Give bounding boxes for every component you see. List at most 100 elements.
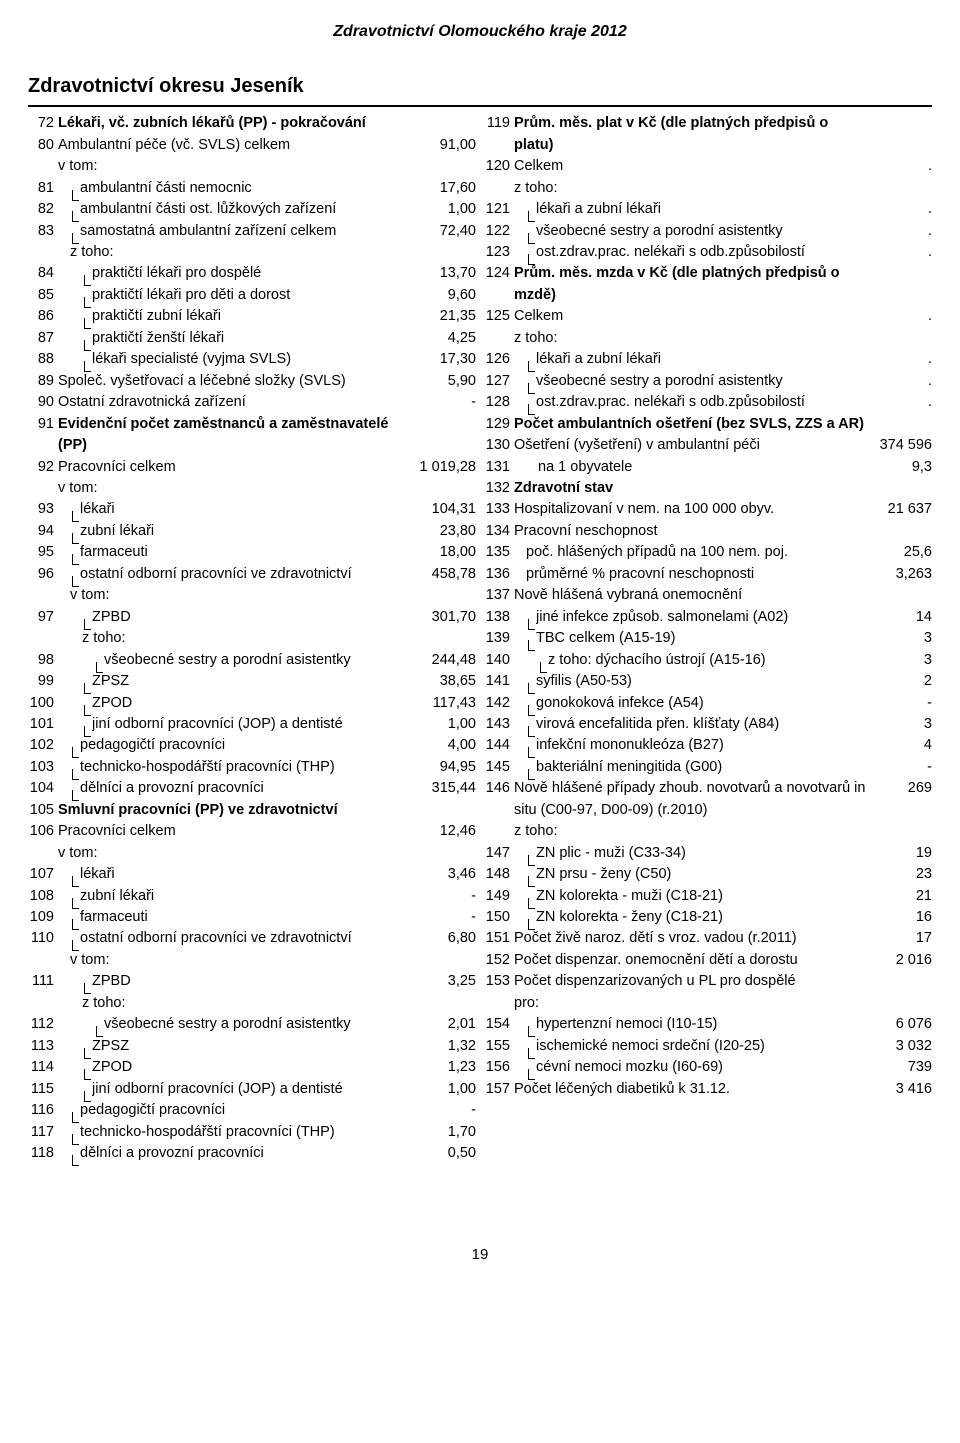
row-value: . [872,221,932,242]
row-number: 144 [484,735,514,756]
row-value: 23,80 [416,521,476,542]
data-row: 156cévní nemoci mozku (I60-69)739 [484,1057,932,1078]
row-label: Počet dispenzarizovaných u PL pro dospěl… [514,971,872,992]
row-label: lékaři [80,499,416,520]
data-row: 91Evidenční počet zaměstnanců a zaměstna… [28,414,476,457]
row-label: ZN plic - muži (C33-34) [536,843,872,864]
row-label: dělníci a provozní pracovníci [80,1143,416,1164]
row-value: - [872,693,932,714]
data-row: 139TBC celkem (A15-19)3 [484,628,932,649]
data-row: 83samostatná ambulantní zařízení celkem7… [28,221,476,242]
data-row: 130Ošetření (vyšetření) v ambulantní péč… [484,435,932,456]
row-sublabel: z toho: [514,178,872,199]
row-number: 111 [28,971,58,992]
row-sublabel: v tom: [58,843,416,864]
section-rule [28,105,932,107]
row-label: všeobecné sestry a porodní asistentky [104,1014,416,1035]
row-label: hypertenzní nemoci (I10-15) [536,1014,872,1035]
row-number: 99 [28,671,58,692]
row-value: 4,00 [416,735,476,756]
row-number: 119 [484,113,514,134]
row-label: technicko-hospodářští pracovníci (THP) [80,1122,416,1143]
data-row: 140z toho: dýchacího ústrojí (A15-16)3 [484,650,932,671]
data-row: 104dělníci a provozní pracovníci315,44 [28,778,476,799]
row-number: 85 [28,285,58,306]
row-number: 96 [28,564,58,585]
data-row: 125Celkem. [484,306,932,327]
data-row: 99 ZPSZ38,65 [28,671,476,692]
row-label: ZPOD [92,693,416,714]
data-row: 123ost.zdrav.prac. nelékaři s odb.způsob… [484,242,932,263]
row-number: 134 [484,521,514,542]
data-row: v tom: [28,585,476,606]
row-number: 88 [28,349,58,370]
row-value: . [872,349,932,370]
row-label: z toho: dýchacího ústrojí (A15-16) [548,650,872,671]
row-value: 5,90 [416,371,476,392]
row-value: 3,263 [872,564,932,585]
row-number: 131 [484,457,514,478]
row-value: 4 [872,735,932,756]
row-number: 114 [28,1057,58,1078]
data-row: 151Počet živě naroz. dětí s vroz. vadou … [484,928,932,949]
data-row: 141syfilis (A50-53)2 [484,671,932,692]
row-value: 1,23 [416,1057,476,1078]
row-number: 91 [28,414,58,435]
row-value: 19 [872,843,932,864]
row-number: 106 [28,821,58,842]
data-row: 113ZPSZ1,32 [28,1036,476,1057]
row-value: 315,44 [416,778,476,799]
row-number: 80 [28,135,58,156]
row-value: 1 019,28 [416,457,476,478]
row-number: 121 [484,199,514,220]
row-number: 115 [28,1079,58,1100]
data-row: 120Celkem. [484,156,932,177]
data-row: 100ZPOD117,43 [28,693,476,714]
row-value: 91,00 [416,135,476,156]
page-number: 19 [28,1244,932,1266]
data-row: 128ost.zdrav.prac. nelékaři s odb.způsob… [484,392,932,413]
data-row: 88lékaři specialisté (vyjma SVLS)17,30 [28,349,476,370]
row-value: 12,46 [416,821,476,842]
row-number: 95 [28,542,58,563]
row-number: 128 [484,392,514,413]
row-label: průměrné % pracovní neschopnosti [526,564,872,585]
row-label: lékaři a zubní lékaři [536,349,872,370]
row-sublabel: z toho: [514,328,872,349]
doc-header: Zdravotnictví Olomouckého kraje 2012 [28,20,932,44]
data-row: 93lékaři104,31 [28,499,476,520]
row-value: 2 016 [872,950,932,971]
row-value: 374 596 [872,435,932,456]
data-row: 150ZN kolorekta - ženy (C18-21)16 [484,907,932,928]
row-number: 140 [484,650,514,671]
row-number: 138 [484,607,514,628]
row-value: 72,40 [416,221,476,242]
row-number: 139 [484,628,514,649]
row-label: Ošetření (vyšetření) v ambulantní péči [514,435,872,456]
data-row: z toho: [484,821,932,842]
data-row: 138jiné infekce způsob. salmonelami (A02… [484,607,932,628]
data-row: 81ambulantní části nemocnic17,60 [28,178,476,199]
data-row: 86praktičtí zubní lékaři21,35 [28,306,476,327]
data-row: 154hypertenzní nemoci (I10-15)6 076 [484,1014,932,1035]
row-label: ostatní odborní pracovníci ve zdravotnic… [80,928,416,949]
row-value: - [416,1100,476,1121]
row-value: 25,6 [872,542,932,563]
row-label: ZPSZ [92,671,416,692]
row-sublabel: z toho: [514,821,872,842]
row-number: 86 [28,306,58,327]
row-number: 120 [484,156,514,177]
data-row: 95farmaceuti18,00 [28,542,476,563]
data-row: 152Počet dispenzar. onemocnění dětí a do… [484,950,932,971]
row-value: - [416,907,476,928]
data-row: 107lékaři3,46 [28,864,476,885]
row-value: - [872,757,932,778]
row-value: 38,65 [416,671,476,692]
data-row: 143virová encefalitida přen. klíšťaty (A… [484,714,932,735]
data-row: 147ZN plic - muži (C33-34)19 [484,843,932,864]
data-row: 109farmaceuti- [28,907,476,928]
row-label: infekční mononukleóza (B27) [536,735,872,756]
data-row: 108zubní lékaři- [28,886,476,907]
row-number: 113 [28,1036,58,1057]
data-row: 110ostatní odborní pracovníci ve zdravot… [28,928,476,949]
